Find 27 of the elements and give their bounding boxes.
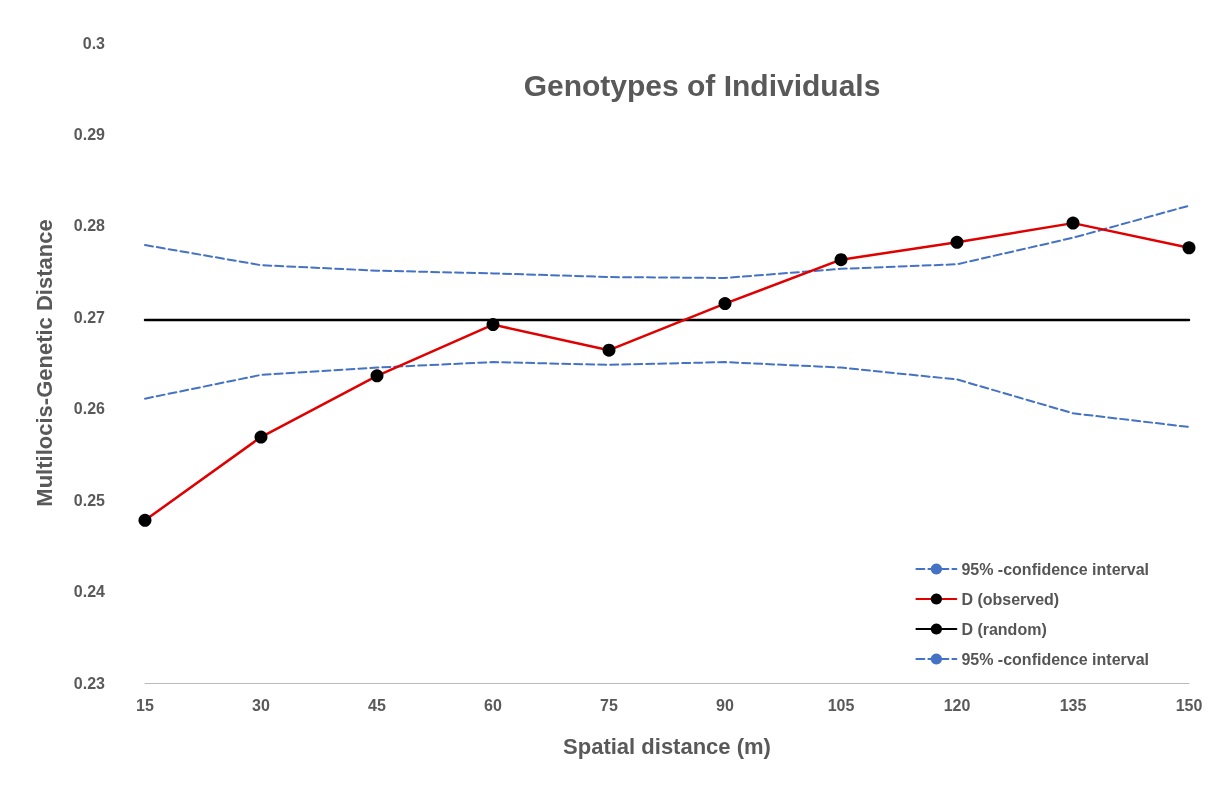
- x-tick-label: 105: [827, 696, 855, 714]
- y-tick-label: 0.29: [73, 125, 106, 143]
- y-tick-label: 0.28: [73, 217, 106, 235]
- y-tick-label: 0.26: [73, 400, 106, 418]
- x-tick-label: 15: [136, 696, 154, 714]
- legend-label: D (random): [961, 620, 1047, 638]
- y-tick-label: 0.23: [73, 674, 106, 692]
- x-tick-label: 30: [252, 696, 270, 714]
- x-axis-title: Spatial distance (m): [563, 733, 771, 759]
- line-series: [144, 361, 1190, 428]
- legend-label: D (observed): [961, 590, 1060, 608]
- text: Genotypes of Individuals: [523, 68, 881, 102]
- y-tick-label: 0.3: [82, 34, 106, 52]
- y-tick-label: 0.24: [73, 583, 106, 601]
- x-tick-label: 60: [484, 696, 502, 714]
- legend-label: 95% -confidence interval: [961, 560, 1150, 578]
- x-tick-label: 150: [1175, 696, 1203, 714]
- x-tick-label: 45: [368, 696, 386, 714]
- y-tick-label: 0.25: [73, 491, 106, 509]
- legend-label: 95% -confidence interval: [961, 650, 1150, 668]
- line-series: [144, 204, 1190, 279]
- x-tick-label: 135: [1059, 696, 1087, 714]
- x-tick-label: 75: [600, 696, 618, 714]
- y-axis-title: Multilocis-Genetic Distance: [31, 219, 57, 507]
- x-tick-label: 120: [943, 696, 971, 714]
- y-tick-label: 0.27: [73, 308, 106, 326]
- x-tick-label: 90: [716, 696, 734, 714]
